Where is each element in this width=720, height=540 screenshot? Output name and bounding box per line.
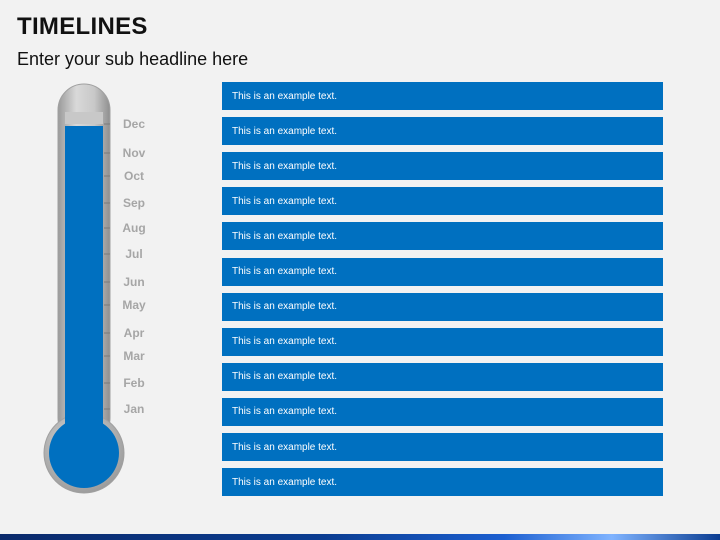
month-label-may: May [122, 298, 146, 312]
month-label-dec: Dec [122, 117, 145, 131]
month-label-mar: Mar [123, 349, 145, 363]
timeline-row: This is an example text. [222, 468, 663, 497]
thermometer-bulb-fill [49, 418, 119, 488]
timeline-row: This is an example text. [222, 433, 663, 461]
timeline-row: This is an example text. [222, 222, 663, 251]
page-subtitle: Enter your sub headline here [17, 49, 249, 69]
thermometer-fill [65, 126, 103, 440]
timeline-row: This is an example text. [222, 82, 663, 110]
month-label-apr: Apr [123, 326, 145, 340]
timeline-row: This is an example text. [222, 187, 663, 216]
timeline-row: This is an example text. [222, 292, 663, 321]
month-label-sep: Sep [122, 196, 145, 210]
footer-accent-bar [0, 534, 720, 540]
thermometer-graphic [43, 83, 125, 494]
timeline-row: This is an example text. [222, 362, 663, 391]
timeline-row: This is an example text. [222, 152, 663, 181]
month-label-feb: Feb [123, 376, 145, 390]
timeline-row: This is an example text. [222, 257, 663, 286]
month-label-nov: Nov [122, 146, 146, 160]
timeline-row: This is an example text. [222, 117, 663, 146]
month-label-jun: Jun [123, 275, 145, 289]
month-label-aug: Aug [122, 221, 146, 235]
timeline-row: This is an example text. [222, 397, 663, 426]
month-label-oct: Oct [123, 169, 144, 183]
timeline-row: This is an example text. [222, 327, 663, 356]
page-title: TIMELINES [17, 13, 148, 40]
thermometer-ticks [104, 123, 110, 410]
month-label-jan: Jan [123, 402, 145, 416]
month-label-jul: Jul [125, 247, 143, 261]
